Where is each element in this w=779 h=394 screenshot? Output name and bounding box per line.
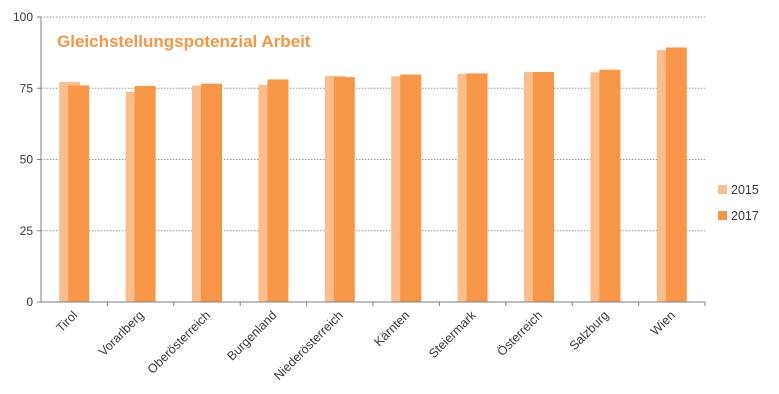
x-category-label: Vorarlberg [96, 308, 147, 359]
y-tick-label: 75 [20, 81, 34, 95]
legend: 2015 2017 [718, 183, 759, 223]
x-category-label: Niederösterreich [271, 308, 346, 383]
bar-2017-Burgenland [267, 79, 289, 302]
bar-2017-Niederösterreich [333, 77, 355, 302]
legend-label-2017: 2017 [731, 209, 759, 223]
x-category-label: Steiermark [426, 308, 479, 361]
chart-title: Gleichstellungspotenzial Arbeit [57, 32, 311, 51]
y-tick-label: 50 [20, 153, 34, 167]
x-category-label: Oberösterreich [145, 308, 213, 376]
bar-2017-Salzburg [599, 69, 621, 302]
bar-2017-Kärnten [400, 74, 422, 302]
bar-2017-Vorarlberg [134, 85, 156, 302]
bars [59, 47, 687, 303]
x-category-label: Kärnten [371, 308, 412, 349]
x-category-label: Wien [648, 308, 678, 338]
bar-2017-Wien [665, 47, 687, 303]
x-category-label: Österreich [494, 308, 545, 359]
y-axis-ticks: 0 25 50 75 100 [13, 10, 41, 309]
bar-2017-Tirol [68, 85, 90, 303]
y-tick-label: 0 [26, 295, 33, 309]
x-category-label: Burgenland [224, 308, 279, 363]
legend-label-2015: 2015 [731, 183, 759, 197]
bar-2017-Oberösterreich [201, 83, 222, 302]
legend-swatch-2017 [718, 211, 727, 220]
y-tick-label: 25 [20, 224, 34, 238]
y-tick-label: 100 [13, 10, 33, 24]
bar-2017-Steiermark [466, 73, 488, 303]
bar-2017-Österreich [533, 72, 554, 302]
x-category-label: Tirol [54, 308, 81, 335]
x-category-label: Salzburg [567, 308, 612, 353]
legend-swatch-2015 [718, 185, 727, 194]
